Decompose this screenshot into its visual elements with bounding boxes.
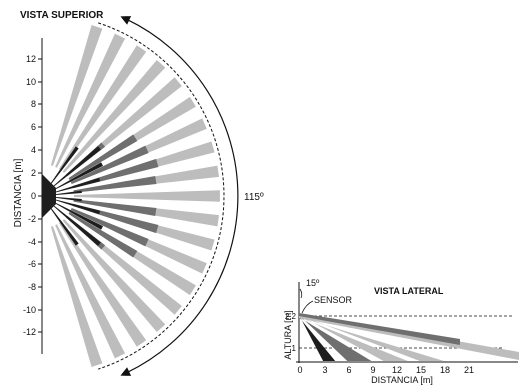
dark-beam: [55, 199, 101, 215]
top-view-title: VISTA SUPERIOR: [20, 10, 104, 21]
coverage-angle-label: 115º: [244, 192, 264, 203]
side-y-tick-label: 2.2: [285, 312, 297, 321]
top-tick-label: -12: [23, 327, 36, 337]
light-beam: [50, 25, 103, 166]
top-tick-label: -2: [28, 214, 36, 224]
top-tick-label: 8: [31, 99, 36, 109]
side-view-angle-label: 15º: [306, 278, 320, 288]
top-view-beams: [42, 25, 220, 367]
sensor-dead-zone: [42, 174, 56, 218]
dark-beam: [52, 146, 101, 188]
top-tick-label: 10: [26, 77, 36, 87]
dark-beam: [55, 197, 82, 202]
top-tick-label: 0: [31, 191, 36, 201]
side-view-xlabel: DISTANCIA [m]: [371, 375, 433, 385]
top-view: VISTA SUPERIOR 12 10 8 6 4 2 0 -2: [13, 10, 264, 376]
top-tick-label: -8: [28, 282, 36, 292]
top-view-ylabel: DISTANCIA [m]: [13, 158, 24, 227]
side-x-tick-label: 0: [297, 365, 302, 375]
mid-beam: [68, 134, 138, 180]
mid-beam: [68, 212, 138, 258]
sensor-leader-line: [301, 300, 314, 314]
side-view: VISTA LATERAL 15º SENSOR 2.2 1 ALTURA [m…: [283, 278, 519, 385]
top-tick-label: 12: [26, 54, 36, 64]
side-x-tick-label: 15: [416, 365, 426, 375]
top-tick-label: -6: [28, 259, 36, 269]
sensor-tilt-arc: [299, 288, 303, 299]
top-tick-label: 2: [31, 168, 36, 178]
dark-beam: [55, 177, 101, 193]
side-x-tick-label: 21: [464, 365, 474, 375]
side-beam-upper: [299, 313, 460, 345]
side-view-ylabel: ALTURA [m]: [283, 310, 293, 359]
top-tick-label: -4: [28, 237, 36, 247]
side-x-tick-label: 3: [322, 365, 327, 375]
light-beam: [50, 226, 103, 367]
dark-beam: [54, 202, 103, 230]
dark-beam: [55, 190, 82, 195]
side-view-beams: [299, 313, 519, 361]
light-beam: [62, 60, 166, 173]
side-x-tick-label: 18: [440, 365, 450, 375]
side-view-title: VISTA LATERAL: [374, 286, 444, 296]
top-tick-label: 4: [31, 145, 36, 155]
top-tick-label: 6: [31, 122, 36, 132]
coverage-arc-arrow: [120, 16, 239, 376]
light-beam: [62, 219, 166, 332]
side-x-tick-label: 12: [392, 365, 402, 375]
dark-beam: [54, 162, 103, 190]
side-x-tick-label: 9: [370, 365, 375, 375]
top-tick-label: -10: [23, 305, 36, 315]
side-y-tick-label: 1: [292, 344, 297, 353]
dark-beam: [49, 146, 79, 185]
light-beam: [55, 224, 126, 359]
mid-beam: [73, 199, 157, 216]
light-beam: [55, 33, 126, 168]
light-beam: [74, 190, 220, 202]
dark-beam: [49, 207, 79, 246]
sensor-label: SENSOR: [314, 295, 353, 305]
side-x-tick-label: 6: [346, 365, 351, 375]
dark-beam: [52, 204, 101, 246]
mid-beam: [73, 176, 157, 193]
top-view-y-ticks: [38, 58, 42, 333]
